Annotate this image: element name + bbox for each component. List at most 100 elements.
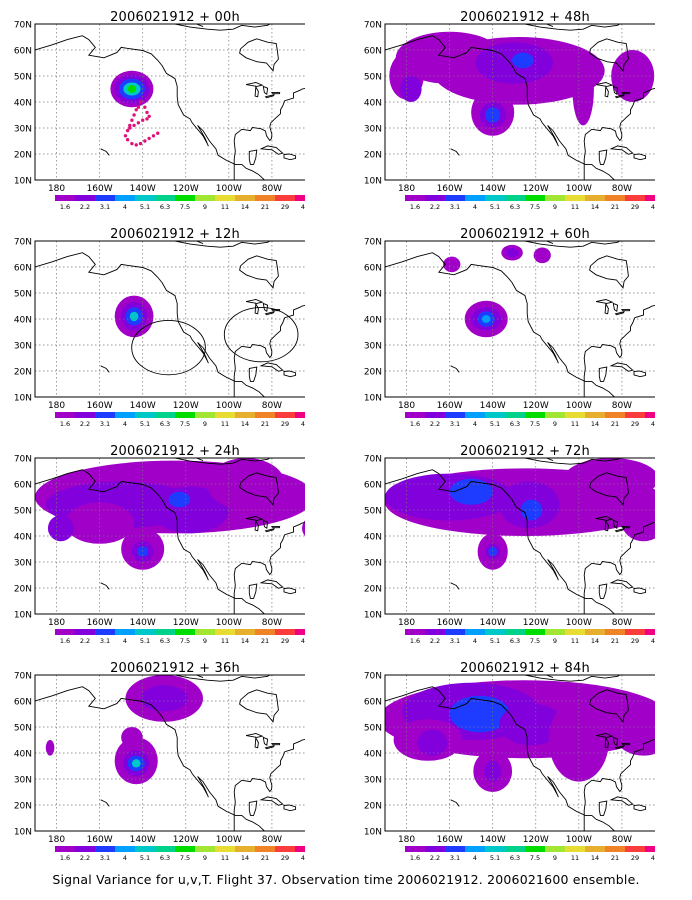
lat-tick-label: 60N [14,47,32,57]
colorbar-label: 9 [203,854,207,861]
trajectory-point [138,100,143,104]
coastline [233,88,305,180]
colorbar-label: 5.1 [490,854,500,861]
trajectory-point [143,105,147,109]
trajectory-point [130,141,134,146]
lat-tick-label: 20N [14,368,32,378]
great-lake-outline [254,519,259,532]
trajectory-point [123,134,128,138]
colorbar-label: 3.1 [100,203,110,210]
lat-tick-label: 40N [14,316,32,326]
lat-tick-label: 30N [14,776,32,786]
colorbar-label: 40 [301,203,305,210]
colorbar-label: 9 [553,637,557,644]
map-area [385,24,655,180]
colorbar-swatch [485,412,506,418]
lon-tick-label: 180 [48,401,65,411]
colorbar-label: 21 [611,854,619,861]
lat-tick-label: 20N [14,585,32,595]
lon-tick-label: 140W [480,618,506,628]
colorbar-swatch [295,412,305,418]
colorbar-swatch [625,629,646,635]
trajectory-point [145,110,149,115]
coastline [174,241,271,248]
colorbar-swatch [215,846,236,852]
coastline [100,582,110,590]
colorbar-swatch [545,195,566,201]
lon-tick-label: 100W [566,835,592,845]
colorbar-label: 40 [301,854,305,861]
lon-tick-label: 100W [566,184,592,194]
trajectory-point [140,118,145,122]
colorbar-swatch [425,846,446,852]
colorbar-swatch [585,629,606,635]
colorbar-label: 1.6 [60,203,70,210]
lat-tick-label: 30N [14,342,32,352]
colorbar-label: 2.2 [430,637,440,644]
colorbar-label: 6.3 [510,420,520,427]
colorbar-label: 14 [241,420,249,427]
colorbar-label: 21 [261,420,269,427]
variance-region [485,107,501,123]
lat-tick-label: 30N [364,559,382,569]
coastline [589,255,629,289]
great-lake-outline [254,736,259,749]
colorbar-swatch [95,629,116,635]
great-lake-outline [620,309,631,312]
colorbar-swatch [465,629,486,635]
colorbar-swatch [215,412,236,418]
panel-title: 2006021912 + 48h [460,10,590,25]
colorbar-swatch [525,412,546,418]
lon-tick-label: 100W [216,401,242,411]
coastline [385,686,615,831]
signal-variance-map: 70N 60N 50N 40N 30N 20N 10N 180 160W 140W 120W 100W… [364,238,655,427]
map-panel: 2006021912 + 72h 70N 60N 50N 40N 30N 20N 10N 180… [364,444,685,656]
colorbar-label: 11 [571,203,579,210]
colorbar-swatch [585,846,606,852]
variance-region [621,504,655,542]
lat-tick-label: 30N [364,342,382,352]
lat-tick-label: 10N [364,177,382,187]
signal-variance-map: 70N 60N 50N 40N 30N 20N 10N 180 160W 140W 120W 100W… [364,672,655,861]
lon-tick-label: 160W [437,401,463,411]
coastline [35,686,265,831]
colorbar-swatch [445,846,466,852]
colorbar-swatch [645,629,655,635]
lat-tick-label: 60N [364,698,382,708]
variance-region [505,248,519,258]
colorbar-label: 11 [571,637,579,644]
trajectory-point [130,118,134,122]
coastline [100,148,110,156]
colorbar-label: 7.5 [530,637,540,644]
lat-tick-label: 10N [14,828,32,838]
coastline [583,305,655,397]
colorbar-label: 3.1 [450,420,460,427]
coastline [174,24,271,31]
lon-tick-label: 180 [398,184,415,194]
map-area [35,675,305,831]
colorbar-swatch [295,629,305,635]
lon-tick-label: 120W [523,618,549,628]
lat-tick-label: 70N [364,238,382,248]
coastline [524,241,621,248]
colorbar-swatch [235,412,256,418]
lat-tick-label: 50N [364,290,382,300]
colorbar-swatch [215,195,236,201]
colorbar-swatch [255,195,276,201]
colorbar-label: 29 [631,203,639,210]
colorbar-label: 4 [123,420,127,427]
coastline [283,153,297,161]
coastline [233,739,305,831]
great-lake-outline [604,302,609,315]
colorbar-label: 14 [591,854,599,861]
colorbar-swatch [565,629,586,635]
colorbar-label: 29 [281,203,289,210]
colorbar-swatch [545,629,566,635]
colorbar-label: 9 [203,420,207,427]
variance-region [140,685,188,712]
great-lake-outline [614,311,625,316]
lon-tick-label: 160W [437,835,463,845]
coastline [633,153,647,161]
colorbar-swatch [95,195,116,201]
great-lake-outline [264,311,275,316]
